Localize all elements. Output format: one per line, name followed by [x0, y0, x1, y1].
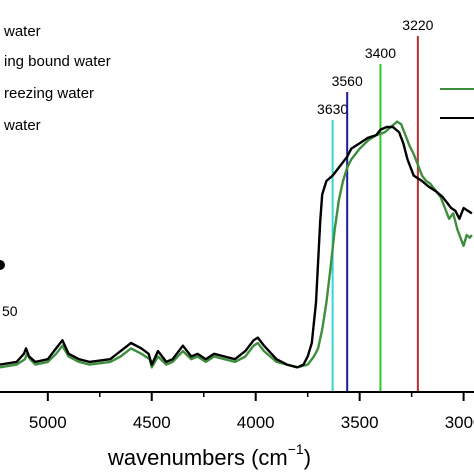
series-line-black	[0, 125, 473, 369]
spectrum-series	[0, 120, 473, 369]
marker-label-3630: 3630	[317, 101, 348, 117]
x-axis-label-close: )	[304, 445, 311, 470]
marker-label-3400: 3400	[365, 45, 396, 61]
series-line-green	[0, 120, 473, 369]
left-marker-dot	[0, 260, 5, 270]
x-tick-label-3: 3500	[341, 413, 379, 432]
x-axis-label: wavenumbers (cm−1)	[107, 441, 311, 470]
legend-entry-1: water	[3, 23, 41, 40]
legend-entry-3: reezing water	[4, 85, 94, 102]
x-axis-ticks: 5000 4500 4000 3500 3000	[29, 392, 474, 432]
x-tick-label-0: 5000	[29, 413, 67, 432]
legend-entry-2: ing bound water	[4, 53, 111, 70]
x-axis-label-exponent: −1	[288, 441, 304, 457]
x-tick-label-1: 4500	[133, 413, 171, 432]
legend-entry-4: water	[3, 117, 41, 134]
left-annotation: 50	[2, 303, 18, 319]
marker-label-3560: 3560	[332, 73, 363, 89]
x-tick-label-4: 3000	[445, 413, 474, 432]
x-tick-label-2: 4000	[237, 413, 275, 432]
x-axis-label-main: wavenumbers (cm	[107, 445, 288, 470]
legend: water ing bound water reezing water wate…	[3, 23, 474, 134]
marker-label-3220: 3220	[402, 17, 433, 33]
